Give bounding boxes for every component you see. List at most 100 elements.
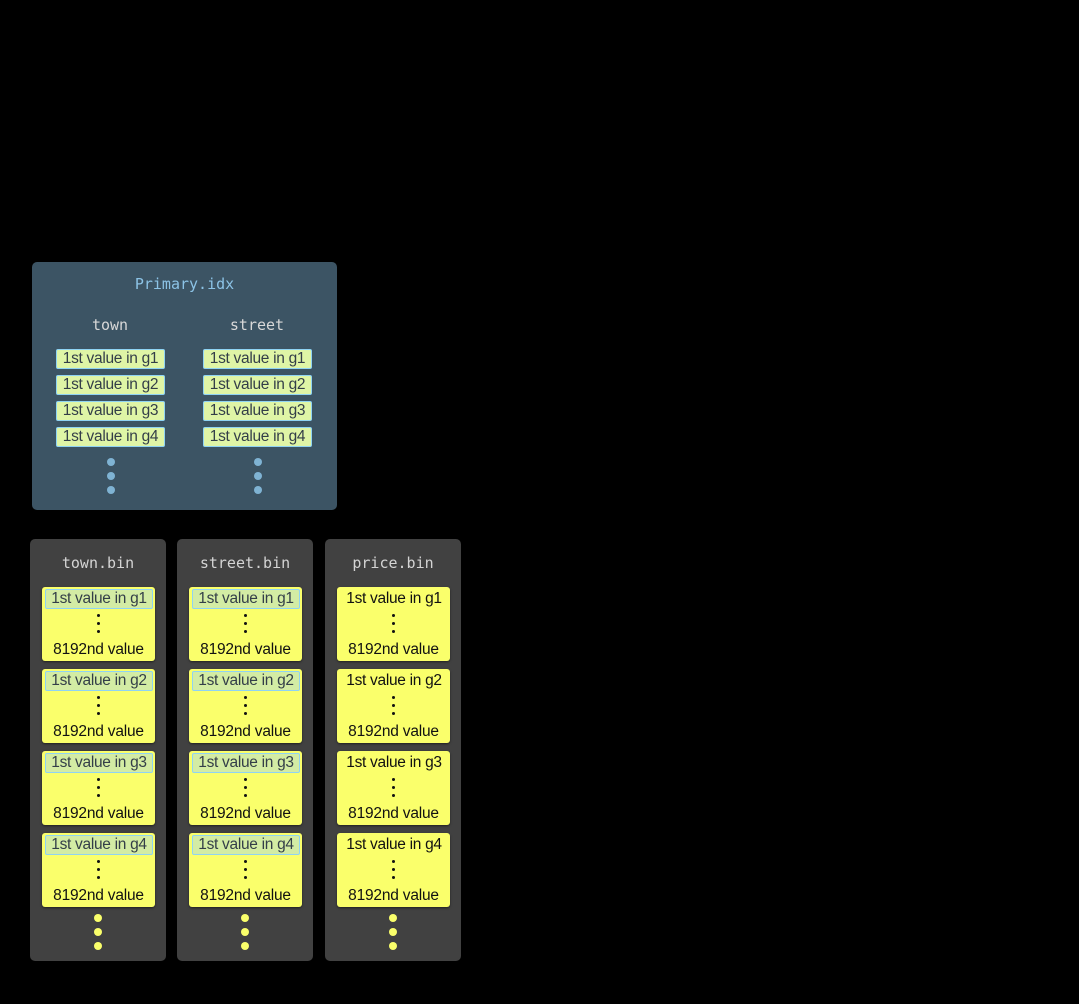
ellipsis-dot [97,704,100,707]
granule-last-value: 8192nd value [200,723,291,740]
granule-block: 1st value in g2 8192nd value [337,669,450,743]
ellipsis-dot [97,622,100,625]
granule-last-value: 8192nd value [200,641,291,658]
ellipsis-dot [389,928,397,936]
column-file-title: price.bin [352,554,434,572]
ellipsis-dot [392,696,395,699]
granule-last-value: 8192nd value [348,887,439,904]
granule-block: 1st value in g2 8192nd value [189,669,302,743]
granule-last-value: 8192nd value [53,641,144,658]
ellipsis-dot [392,712,395,715]
granule-block: 1st value in g4 8192nd value [42,833,155,907]
column-file-panel: street.bin 1st value in g1 8192nd value 1st… [177,539,313,961]
ellipsis-dot [241,928,249,936]
ellipsis-dot [97,712,100,715]
ellipsis-dot [244,860,247,863]
granule-first-value: 1st value in g1 [346,590,442,607]
granule-first-value: 1st value in g3 [346,754,442,771]
ellipsis-dot [392,794,395,797]
granule-last-value: 8192nd value [200,887,291,904]
ellipsis-dot [97,876,100,879]
column-file-title: street.bin [199,554,291,572]
column-file-panel: town.bin 1st value in g1 8192nd value 1st v… [30,539,166,961]
ellipsis-dot [107,486,115,494]
index-entry: 1st value in g3 [203,401,312,421]
granule-first-value: 1st value in g1 [45,589,153,609]
ellipsis-dot [392,868,395,871]
granule-last-value: 8192nd value [53,723,144,740]
ellipsis-dot [94,928,102,936]
ellipsis-dot [254,472,262,480]
granule-block: 1st value in g3 8192nd value [189,751,302,825]
ellipsis-dot [97,868,100,871]
granule-last-value: 8192nd value [53,805,144,822]
granule-block: 1st value in g3 8192nd value [42,751,155,825]
ellipsis-dot [241,942,249,950]
primary-index-panel: Primary.idx town 1st value in g1 1st value… [32,262,337,510]
granule-first-value: 1st value in g3 [45,753,153,773]
granule-block: 1st value in g1 8192nd value [189,587,302,661]
ellipsis-dot [244,696,247,699]
ellipsis-dot [244,876,247,879]
ellipsis-dot [244,622,247,625]
ellipsis-dot [94,942,102,950]
primary-index-title: Primary.idx [134,275,235,293]
index-entry: 1st value in g2 [56,375,165,395]
granule-first-value: 1st value in g4 [192,835,300,855]
index-entry: 1st value in g1 [56,349,165,369]
granule-block: 1st value in g1 8192nd value [337,587,450,661]
granule-first-value: 1st value in g3 [192,753,300,773]
index-entry: 1st value in g2 [203,375,312,395]
ellipsis-dot [97,786,100,789]
granule-block: 1st value in g4 8192nd value [189,833,302,907]
ellipsis-dot [244,868,247,871]
ellipsis-dot [97,794,100,797]
column-file-title: town.bin [61,554,135,572]
granule-first-value: 1st value in g2 [45,671,153,691]
ellipsis-dot [97,696,100,699]
ellipsis-dot [107,472,115,480]
granule-last-value: 8192nd value [53,887,144,904]
ellipsis-dot [107,458,115,466]
ellipsis-dot [244,614,247,617]
ellipsis-dot [392,860,395,863]
granule-first-value: 1st value in g4 [346,836,442,853]
ellipsis-dot [392,614,395,617]
index-column-header: street [229,316,285,334]
granule-last-value: 8192nd value [348,723,439,740]
ellipsis-dot [389,914,397,922]
ellipsis-dot [389,942,397,950]
ellipsis-dot [392,630,395,633]
ellipsis-dot [244,778,247,781]
granule-first-value: 1st value in g2 [346,672,442,689]
ellipsis-dot [97,614,100,617]
granule-first-value: 1st value in g2 [192,671,300,691]
ellipsis-dot [392,704,395,707]
ellipsis-dot [244,794,247,797]
ellipsis-dot [97,860,100,863]
index-entry: 1st value in g1 [203,349,312,369]
granule-first-value: 1st value in g4 [45,835,153,855]
granule-last-value: 8192nd value [200,805,291,822]
index-entry: 1st value in g4 [56,427,165,447]
ellipsis-dot [244,704,247,707]
index-entry: 1st value in g4 [203,427,312,447]
granule-block: 1st value in g4 8192nd value [337,833,450,907]
granule-block: 1st value in g2 8192nd value [42,669,155,743]
granule-block: 1st value in g3 8192nd value [337,751,450,825]
granule-block: 1st value in g1 8192nd value [42,587,155,661]
ellipsis-dot [254,458,262,466]
ellipsis-dot [244,630,247,633]
ellipsis-dot [244,786,247,789]
ellipsis-dot [392,876,395,879]
column-file-panel: price.bin 1st value in g1 8192nd value 1st … [325,539,461,961]
granule-last-value: 8192nd value [348,641,439,658]
ellipsis-dot [254,486,262,494]
granule-last-value: 8192nd value [348,805,439,822]
ellipsis-dot [241,914,249,922]
ellipsis-dot [97,630,100,633]
ellipsis-dot [97,778,100,781]
ellipsis-dot [392,622,395,625]
ellipsis-dot [392,786,395,789]
index-entry: 1st value in g3 [56,401,165,421]
